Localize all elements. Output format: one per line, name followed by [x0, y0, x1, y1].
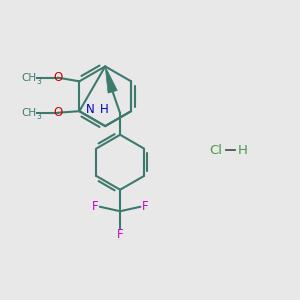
Text: F: F [92, 200, 99, 213]
Text: Cl: Cl [209, 143, 222, 157]
Text: CH: CH [21, 73, 36, 83]
Text: H: H [100, 103, 109, 116]
Text: F: F [142, 200, 148, 213]
Text: O: O [54, 106, 63, 119]
Text: CH: CH [21, 108, 36, 118]
Text: O: O [54, 71, 63, 84]
Text: N: N [86, 103, 95, 116]
Text: 3: 3 [37, 112, 42, 122]
Text: F: F [117, 228, 124, 241]
Text: H: H [238, 143, 248, 157]
Polygon shape [105, 66, 117, 93]
Text: 3: 3 [37, 77, 42, 86]
